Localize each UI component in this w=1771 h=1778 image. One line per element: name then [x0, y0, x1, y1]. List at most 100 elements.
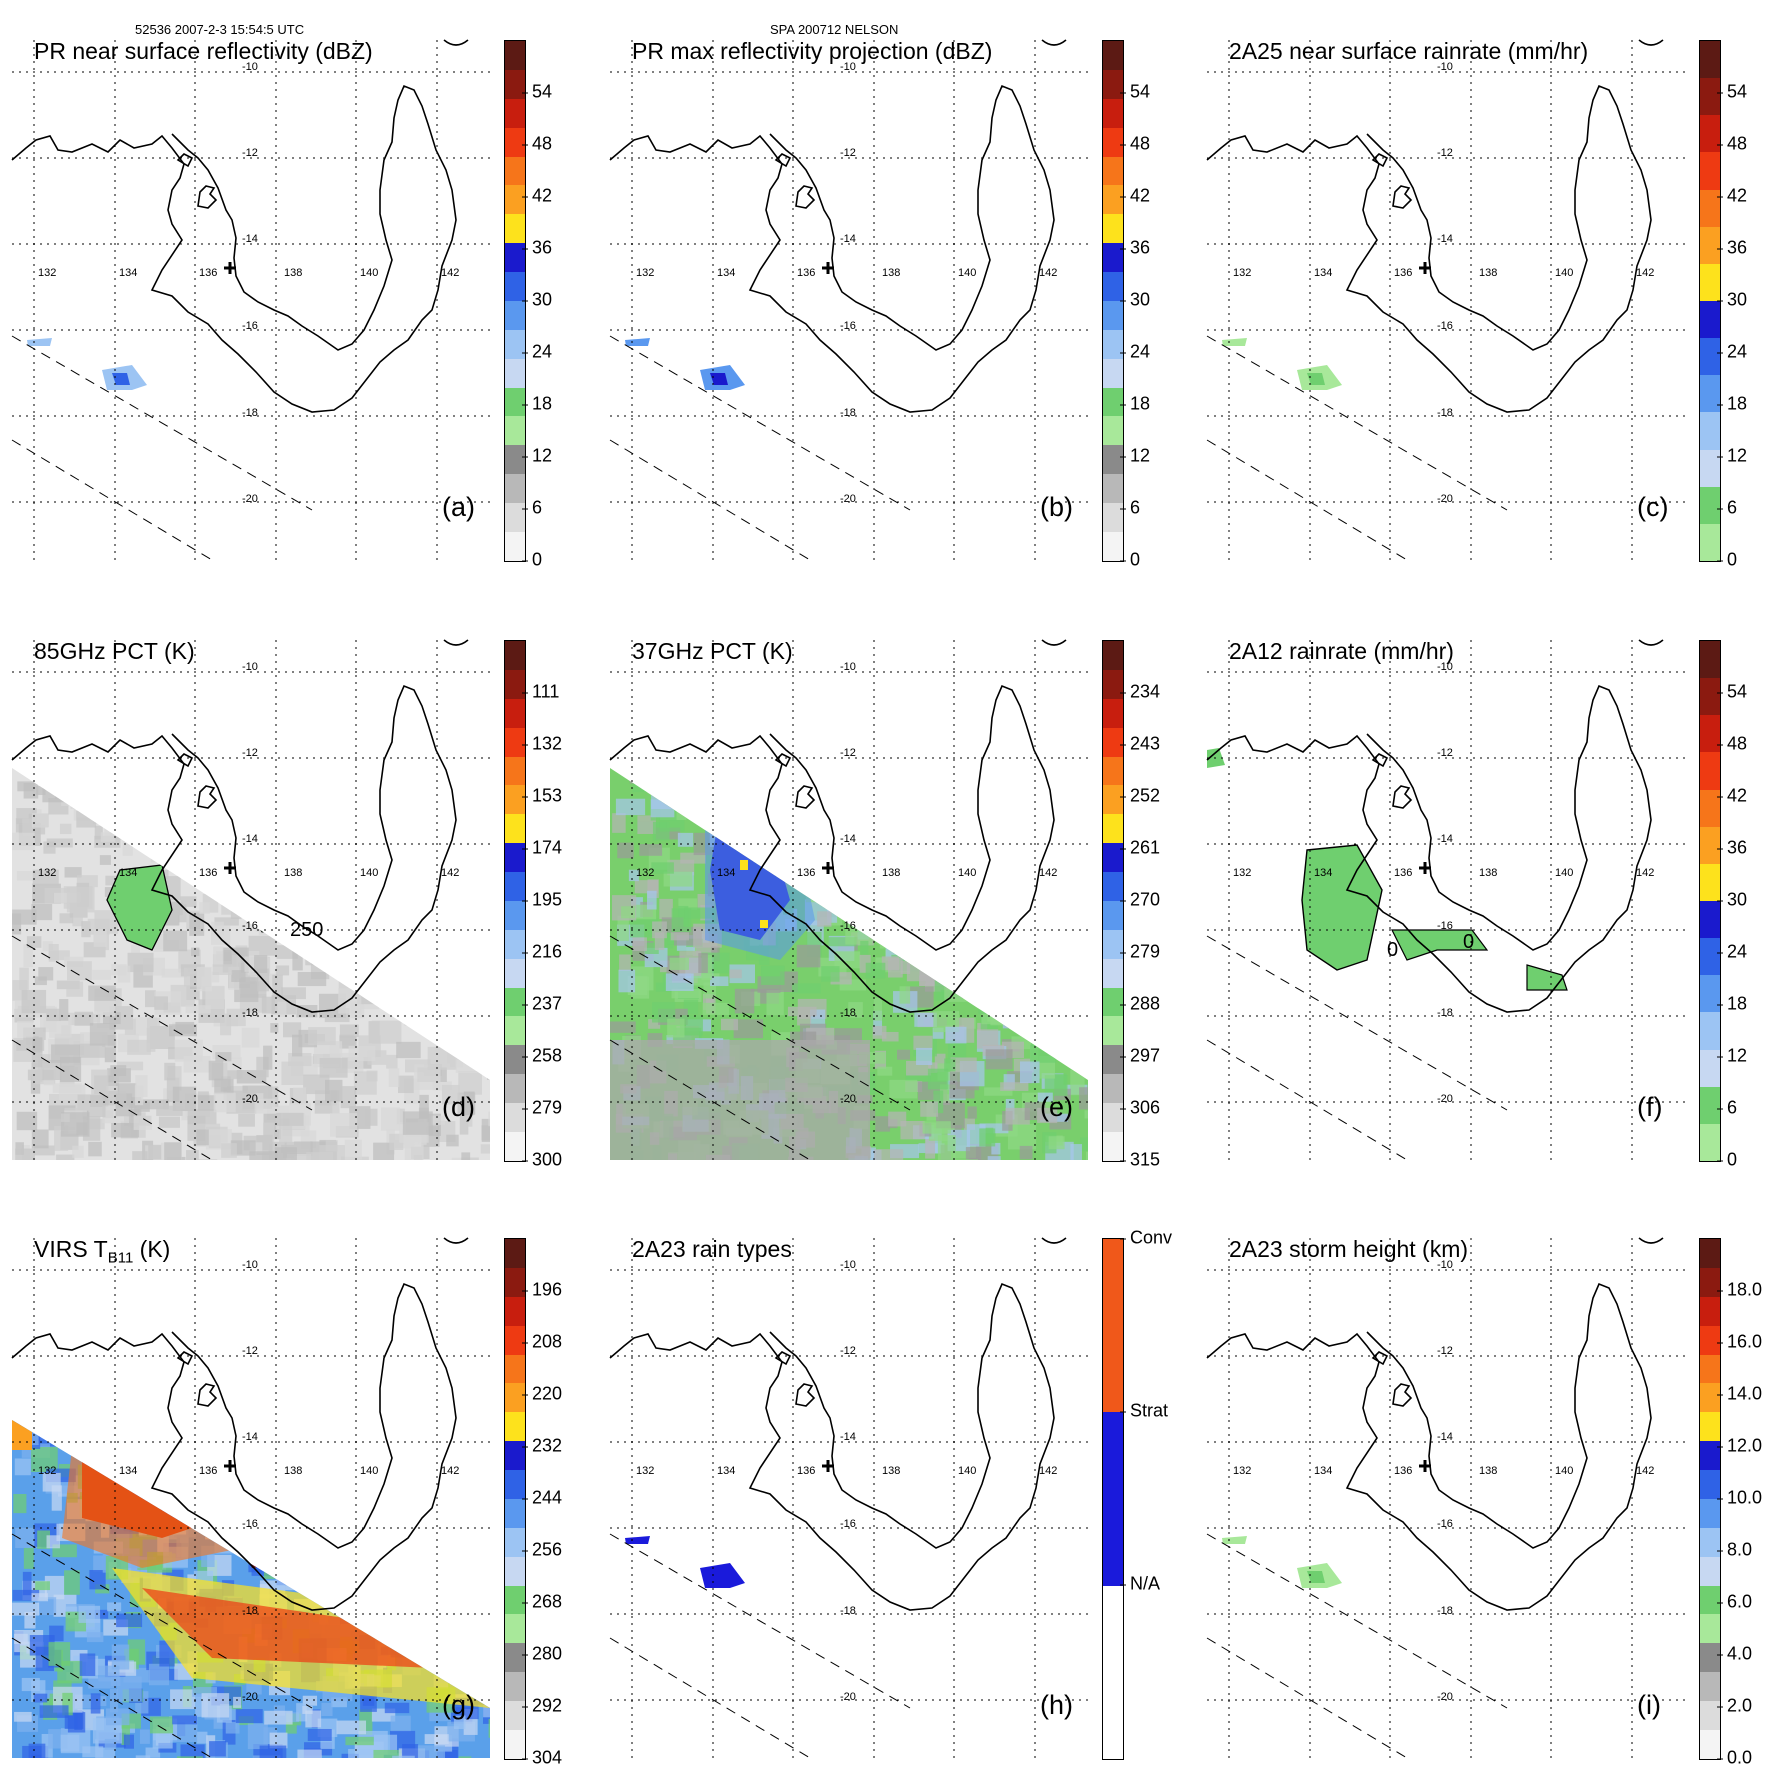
storm-center-cross — [224, 1460, 236, 1472]
lat-label-minus12: -12 — [242, 747, 258, 759]
colorbar-segment — [1700, 1614, 1720, 1644]
colorbar-tick: 196 — [521, 1279, 563, 1300]
lat-label-minus20: -20 — [242, 1691, 258, 1703]
colorbar-segment — [1103, 127, 1123, 157]
colorbar-segment — [505, 1729, 525, 1759]
contour-label: 250 — [290, 919, 323, 941]
lon-label-140: 140 — [1555, 267, 1573, 279]
colorbar-segment — [505, 641, 525, 670]
lat-label-minus14: -14 — [1437, 233, 1453, 245]
lat-label-minus16: -16 — [840, 1518, 856, 1530]
colorbar-tick: 244 — [521, 1487, 563, 1508]
lat-label-minus18: -18 — [242, 1007, 258, 1019]
colorbar-segment — [1700, 263, 1720, 301]
lat-label-minus12: -12 — [1437, 1345, 1453, 1357]
colorbar-tick: 6 — [521, 497, 543, 518]
colorbar-segment — [505, 69, 525, 99]
lon-label-136: 136 — [797, 867, 815, 879]
lon-label-136: 136 — [797, 267, 815, 279]
lat-label-minus10: -10 — [242, 661, 258, 673]
colorbar-tick: 279 — [1119, 941, 1161, 962]
lon-label-132: 132 — [38, 1465, 56, 1477]
colorbar-tick: 306 — [1119, 1097, 1161, 1118]
colorbar-tick: 36 — [1119, 237, 1151, 258]
colorbar-tick: 261 — [1119, 837, 1161, 858]
lat-label-minus18: -18 — [1437, 1605, 1453, 1617]
swath-edges — [609, 335, 911, 561]
colorbar-segment — [1700, 1556, 1720, 1586]
colorbar-segment — [1700, 375, 1720, 413]
lat-label-minus18: -18 — [840, 407, 856, 419]
colorbar-tick: 14.0 — [1716, 1383, 1763, 1404]
lon-label-136: 136 — [1394, 1465, 1412, 1477]
lat-label-minus10: -10 — [840, 661, 856, 673]
graticule — [1207, 40, 1685, 560]
colorbar-tick: 195 — [521, 889, 563, 910]
graticule — [12, 1238, 490, 1758]
coastline — [1206, 1237, 1664, 1611]
lon-label-140: 140 — [1555, 1465, 1573, 1477]
colorbar-segment — [505, 1701, 525, 1730]
panel-label-d: (d) — [442, 1092, 475, 1122]
colorbar-tick: 12 — [1716, 445, 1748, 466]
lon-label-138: 138 — [1479, 267, 1497, 279]
coastline — [609, 639, 1067, 1013]
lon-label-134: 134 — [119, 1465, 137, 1477]
colorbar-segment — [1103, 958, 1123, 988]
lat-label-minus18: -18 — [1437, 407, 1453, 419]
colorbar-segment — [505, 1527, 525, 1557]
colorbar-tick: 24 — [1716, 341, 1748, 362]
map-b: 132 134 136 138 140 142 -10 -12 -14 -16 -18 -20 — [609, 39, 1088, 561]
lat-label-minus14: -14 — [242, 833, 258, 845]
colorbar-segment — [1103, 698, 1123, 728]
data-field — [12, 768, 490, 1160]
lon-label-132: 132 — [636, 1465, 654, 1477]
colorbar-segment — [505, 727, 525, 757]
lon-label-142: 142 — [441, 267, 459, 279]
colorbar-tick: 54 — [1716, 81, 1748, 102]
lon-label-132: 132 — [636, 267, 654, 279]
colorbar-segment — [505, 1131, 525, 1161]
lat-label-minus16: -16 — [840, 920, 856, 932]
swath-edges — [1206, 1533, 1508, 1759]
colorbar-segment — [505, 358, 525, 388]
storm-center-cross — [822, 262, 834, 274]
colorbar-segment — [505, 474, 525, 503]
lon-label-136: 136 — [199, 267, 217, 279]
colorbar-segment — [1103, 69, 1123, 99]
panel-f: 132 134 136 138 140 142 -10 -12 -14 -16 -18 -20 0 0 2A… — [1206, 638, 1747, 1180]
colorbar-segment — [505, 387, 525, 417]
colorbar-segment — [1103, 531, 1123, 561]
colorbar-tick: 174 — [521, 837, 563, 858]
lon-label-142: 142 — [1636, 1465, 1654, 1477]
colorbar-tick: 0 — [1716, 549, 1738, 570]
colorbar-segment — [1700, 715, 1720, 753]
colorbar-segment — [1700, 115, 1720, 153]
panel-title-d: 85GHz PCT (K) — [34, 638, 195, 664]
colorbar-segment — [505, 156, 525, 186]
colorbar-segment — [1103, 929, 1123, 959]
lat-label-minus14: -14 — [840, 1431, 856, 1443]
colorbar-tick: 220 — [521, 1383, 563, 1404]
colorbar-segment — [1700, 300, 1720, 339]
colorbar-segment — [1700, 1729, 1720, 1759]
colorbar-tick: 6.0 — [1716, 1591, 1753, 1612]
coastline — [11, 39, 469, 413]
colorbar-tick: 111 — [521, 681, 560, 702]
panel-b: 132 134 136 138 140 142 -10 -12 -14 -16 -18 -20 PR m… — [609, 38, 1150, 580]
lat-label-minus16: -16 — [242, 920, 258, 932]
contour-label: 0 — [1387, 939, 1398, 961]
storm-header: SPA 200712 NELSON — [770, 22, 899, 37]
map-h: 132 134 136 138 140 142 -10 -12 -14 -16 -18 -20 — [609, 1237, 1088, 1759]
colorbar-segment — [505, 1585, 525, 1615]
map-a: 132 134 136 138 140 142 -10 -12 -14 -16 -18 -20 — [11, 39, 490, 561]
colorbar-segment — [505, 1267, 525, 1297]
lon-label-138: 138 — [284, 867, 302, 879]
colorbar-segment — [505, 900, 525, 930]
colorbar-segment — [1103, 1131, 1123, 1161]
swath-edges — [11, 1533, 313, 1759]
colorbar-tick: N/A — [1119, 1573, 1161, 1594]
lon-label-136: 136 — [797, 1465, 815, 1477]
colorbar-tick: 24 — [521, 341, 553, 362]
coastline — [11, 1237, 469, 1611]
